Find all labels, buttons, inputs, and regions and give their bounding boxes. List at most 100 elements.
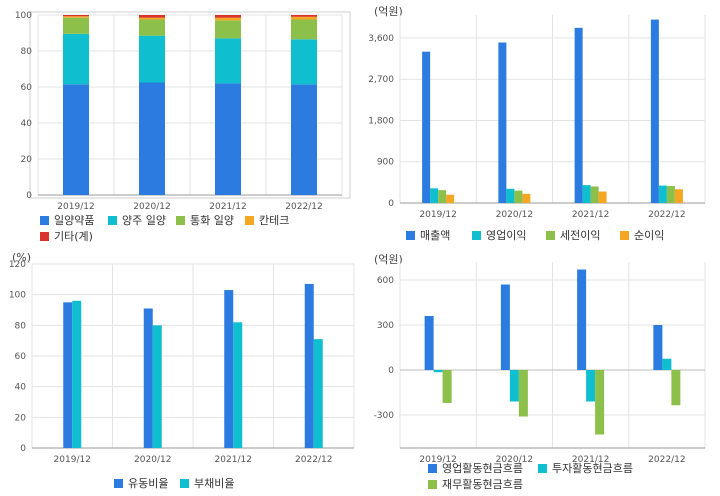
bar bbox=[139, 15, 165, 18]
legend-item-3[interactable]: 순이익 bbox=[620, 228, 664, 244]
bar bbox=[224, 290, 234, 448]
legend-swatch bbox=[472, 231, 481, 240]
legend-swatch bbox=[428, 480, 437, 489]
legend-item-0[interactable]: 영업활동현금흐름 bbox=[428, 461, 523, 477]
legend-item-4[interactable]: 기타(계) bbox=[40, 229, 93, 245]
legend-swatch bbox=[406, 231, 415, 240]
legend-swatch bbox=[620, 231, 629, 240]
legend-item-1[interactable]: 투자활동현금흐름 bbox=[538, 461, 633, 477]
x-tick-label: 2020/12 bbox=[133, 202, 170, 212]
bar bbox=[233, 322, 243, 448]
bar bbox=[666, 186, 675, 203]
bar bbox=[674, 189, 683, 203]
y-tick-label: -300 bbox=[374, 411, 395, 421]
bar bbox=[514, 190, 523, 203]
legend-item-2[interactable]: 통화 일양 bbox=[176, 213, 234, 229]
cashflow-unit-label: (억원) bbox=[374, 253, 403, 266]
y-tick-label: 0 bbox=[26, 191, 32, 201]
bar bbox=[518, 370, 528, 417]
x-tick-label: 2022/12 bbox=[648, 210, 685, 220]
legend-label: 세전이익 bbox=[560, 229, 601, 242]
bar bbox=[430, 188, 439, 203]
x-tick-label: 2021/12 bbox=[209, 202, 246, 212]
y-tick-label: 20 bbox=[15, 413, 27, 423]
y-tick-label: 40 bbox=[21, 119, 33, 129]
y-tick-label: 300 bbox=[377, 321, 394, 331]
bar bbox=[139, 17, 165, 20]
bar bbox=[63, 17, 89, 34]
legend-label: 재무활동현금흐름 bbox=[442, 478, 523, 491]
legend-label: 칸테크 bbox=[259, 214, 290, 227]
legend-label: 유동비율 bbox=[128, 477, 169, 490]
bar bbox=[442, 370, 452, 403]
legend-item-0[interactable]: 일양약품 bbox=[40, 213, 94, 229]
bar bbox=[500, 284, 510, 370]
y-tick-label: 900 bbox=[377, 158, 394, 168]
legend-item-0[interactable]: 매출액 bbox=[406, 228, 450, 244]
legend-item-0[interactable]: 유동비율 bbox=[114, 476, 168, 492]
bar bbox=[650, 19, 659, 204]
bar bbox=[291, 16, 317, 20]
x-tick-label: 2022/12 bbox=[295, 455, 332, 465]
legend-swatch bbox=[176, 216, 185, 225]
legend-label: 매출액 bbox=[420, 229, 451, 242]
x-tick-label: 2020/12 bbox=[496, 455, 533, 465]
x-tick-label: 2021/12 bbox=[215, 455, 252, 465]
bar bbox=[152, 325, 162, 448]
bar bbox=[72, 300, 82, 448]
legend-item-1[interactable]: 영업이익 bbox=[472, 228, 526, 244]
bar bbox=[658, 185, 667, 203]
legend-item-1[interactable]: 양주 일양 bbox=[108, 213, 166, 229]
legend-item-2[interactable]: 재무활동현금흐름 bbox=[428, 477, 523, 493]
y-tick-label: 0 bbox=[388, 199, 394, 209]
cashflow-chart: -300 0 300 600 2019/12 2020/12 2021/12 2022/12 bbox=[374, 262, 706, 465]
bar bbox=[139, 82, 165, 195]
ratio-legend: 유동비율 부채비율 bbox=[114, 476, 314, 494]
y-tick-label: 40 bbox=[15, 383, 27, 393]
bar bbox=[582, 185, 591, 203]
legend-item-2[interactable]: 세전이익 bbox=[546, 228, 600, 244]
bar bbox=[291, 15, 317, 17]
y-tick-label: 1,800 bbox=[368, 116, 394, 126]
x-tick-label: 2021/12 bbox=[572, 455, 609, 465]
legend-swatch bbox=[114, 479, 123, 488]
bar bbox=[438, 190, 447, 203]
legend-label: 기타(계) bbox=[54, 230, 93, 243]
composition-chart-panel: 0 20 40 60 80 100 2019/12 2020/12 2021/12 2022/12… bbox=[0, 0, 360, 248]
plot-frame bbox=[29, 11, 351, 199]
bar bbox=[215, 83, 241, 195]
bar bbox=[590, 186, 599, 203]
bar bbox=[598, 191, 607, 203]
bar bbox=[291, 39, 317, 85]
ratio-chart: 0 20 40 60 80 100 120 2019/12 2020/12 2021/12 2022… bbox=[9, 260, 355, 465]
y-tick-label: 0 bbox=[20, 444, 26, 454]
legend-label: 부채비율 bbox=[194, 477, 235, 490]
legend-item-1[interactable]: 부채비율 bbox=[180, 476, 234, 492]
bar bbox=[139, 19, 165, 36]
legend-item-3[interactable]: 칸테크 bbox=[245, 213, 289, 229]
bar bbox=[291, 84, 317, 195]
composition-chart: 0 20 40 60 80 100 2019/12 2020/12 2021/12 2022/12 bbox=[15, 11, 351, 212]
bar bbox=[509, 370, 519, 402]
bar bbox=[63, 84, 89, 195]
legend-label: 일양약품 bbox=[54, 214, 95, 227]
legend-swatch bbox=[180, 479, 189, 488]
y-tick-label: 20 bbox=[21, 155, 33, 165]
legend-label: 영업활동현금흐름 bbox=[442, 462, 523, 475]
bar bbox=[422, 51, 431, 204]
composition-legend: 일양약품 양주 일양 통화 일양 칸테크 기타(계) bbox=[40, 213, 340, 247]
y-tick-label: 80 bbox=[21, 47, 33, 57]
bar bbox=[63, 33, 89, 85]
x-tick-label: 2019/12 bbox=[419, 210, 456, 220]
cashflow-legend: 영업활동현금흐름 투자활동현금흐름 재무활동현금흐름 bbox=[428, 461, 708, 495]
x-tick-label: 2019/12 bbox=[57, 202, 94, 212]
ratio-chart-panel: (%) 0 20 40 60 80 100 120 2019/12 2020/12 2021/12… bbox=[0, 248, 360, 496]
bar bbox=[577, 269, 587, 370]
income-legend: 매출액 영업이익 세전이익 순이익 bbox=[406, 228, 706, 246]
y-tick-label: 80 bbox=[15, 321, 27, 331]
x-tick-label: 2021/12 bbox=[572, 210, 609, 220]
bar bbox=[574, 27, 583, 204]
bar bbox=[498, 42, 507, 204]
bar bbox=[63, 302, 73, 448]
ratio-unit-label: (%) bbox=[12, 251, 32, 264]
